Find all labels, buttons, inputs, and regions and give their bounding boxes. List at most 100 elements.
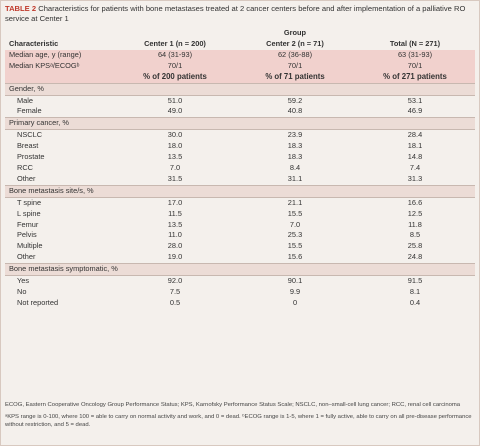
data-table: Group Characteristic Center 1 (n = 200) … — [5, 28, 475, 309]
row-label: L spine — [5, 208, 115, 220]
cell-total: 28.4 — [355, 129, 475, 142]
cell-total: 8.1 — [355, 286, 475, 298]
cell-center2: 23.9 — [235, 129, 355, 142]
cell-center1: 31.5 — [115, 173, 235, 186]
section-title: Bone metastasis site/s, % — [5, 184, 475, 198]
cell-center1: 13.5 — [115, 152, 235, 163]
cell-center1: 49.0 — [115, 106, 235, 118]
table-row: Female 49.0 40.8 46.9 — [5, 106, 475, 118]
cell-center1: 92.0 — [115, 275, 235, 287]
cell-center1: 19.0 — [115, 252, 235, 264]
col-header-center2: Center 2 (n = 71) — [266, 39, 324, 48]
table-row: Median age, y (range) 64 (31-93) 62 (36-… — [5, 49, 475, 61]
footnote-abbreviations: ECOG, Eastern Cooperative Oncology Group… — [5, 402, 461, 408]
table-row: Prostate 13.5 18.3 14.8 — [5, 152, 475, 163]
table-row: Other 19.0 15.6 24.8 — [5, 252, 475, 264]
cell-center2: 15.6 — [235, 252, 355, 264]
table-row: No 7.5 9.9 8.1 — [5, 286, 475, 298]
cell-center2: 40.8 — [235, 106, 355, 118]
cell-center2: 0 — [235, 297, 355, 309]
cell-center2: 90.1 — [235, 275, 355, 287]
cell-center2: 15.5 — [235, 241, 355, 253]
section-header-row: Bone metastasis site/s, % — [5, 184, 475, 198]
pct-header-center1: % of 200 patients — [115, 71, 235, 84]
row-label: Breast — [5, 141, 115, 153]
table-row: Not reported 0.5 0 0.4 — [5, 297, 475, 309]
percent-header-row: % of 200 patients % of 71 patients % of … — [5, 71, 475, 84]
table-row: L spine 11.5 15.5 12.5 — [5, 208, 475, 220]
table-row: Pelvis 11.0 25.3 8.5 — [5, 230, 475, 242]
cell-total: 25.8 — [355, 241, 475, 253]
col-header-total: Total (N = 271) — [389, 39, 441, 48]
pct-header-center2: % of 71 patients — [235, 71, 355, 84]
column-header-row: Characteristic Center 1 (n = 200) Center… — [5, 39, 475, 50]
cell-center1: 28.0 — [115, 241, 235, 253]
group-header: Group — [283, 28, 307, 38]
cell-total: 16.6 — [355, 197, 475, 209]
cell-center2: 8.4 — [235, 162, 355, 174]
cell-total: 14.8 — [355, 152, 475, 163]
row-label: Pelvis — [5, 230, 115, 242]
col-header-center1: Center 1 (n = 200) — [144, 39, 206, 48]
cell-total: 12.5 — [355, 208, 475, 220]
cell-center1: 11.0 — [115, 230, 235, 242]
row-label: Prostate — [5, 152, 115, 163]
sections-body: Gender, % Male 51.0 59.2 53.1 Female 49.0 40.8 4… — [5, 82, 475, 309]
cell-center1: 17.0 — [115, 197, 235, 209]
section-title: Primary cancer, % — [5, 117, 475, 131]
row-label: T spine — [5, 197, 115, 209]
footnote-scales: ᵃKPS range is 0-100, where 100 = able to… — [5, 414, 472, 429]
cell-total: 24.8 — [355, 252, 475, 264]
cell-center1: 18.0 — [115, 141, 235, 153]
table-row: Breast 18.0 18.3 18.1 — [5, 141, 475, 153]
cell-center1: 0.5 — [115, 297, 235, 309]
cell-center1: 70/1 — [115, 60, 235, 72]
row-label: Other — [5, 173, 115, 186]
table-row: T spine 17.0 21.1 16.6 — [5, 197, 475, 209]
row-label: Multiple — [5, 241, 115, 253]
cell-total: 7.4 — [355, 162, 475, 174]
table-row: Male 51.0 59.2 53.1 — [5, 95, 475, 107]
cell-center2: 25.3 — [235, 230, 355, 242]
pct-header-total: % of 271 patients — [355, 71, 475, 84]
cell-center2: 18.3 — [235, 152, 355, 163]
cell-center1: 7.0 — [115, 162, 235, 174]
cell-total: 8.5 — [355, 230, 475, 242]
cell-center2: 9.9 — [235, 286, 355, 298]
col-header-characteristic: Characteristic — [9, 39, 59, 48]
cell-center2: 31.1 — [235, 173, 355, 186]
row-label: Median age, y (range) — [5, 49, 115, 61]
section-title: Gender, % — [5, 82, 475, 96]
cell-center2: 15.5 — [235, 208, 355, 220]
cell-total: 31.3 — [355, 173, 475, 186]
cell-total: 63 (31-93) — [355, 49, 475, 61]
section-header-row: Bone metastasis symptomatic, % — [5, 263, 475, 277]
cell-center2: 59.2 — [235, 95, 355, 107]
table-row: Femur 13.5 7.0 11.8 — [5, 219, 475, 231]
row-label: No — [5, 286, 115, 298]
cell-total: 70/1 — [355, 60, 475, 72]
cell-center1: 64 (31-93) — [115, 49, 235, 61]
section-title: Bone metastasis symptomatic, % — [5, 263, 475, 277]
table-row: Other 31.5 31.1 31.3 — [5, 173, 475, 186]
table-caption: TABLE 2 Characteristics for patients wit… — [5, 4, 475, 24]
footnotes: ECOG, Eastern Cooperative Oncology Group… — [5, 401, 475, 434]
cell-center2: 18.3 — [235, 141, 355, 153]
row-label: Femur — [5, 219, 115, 231]
group-header-row: Group — [5, 28, 475, 39]
cell-total: 11.8 — [355, 219, 475, 231]
cell-center1: 13.5 — [115, 219, 235, 231]
table-row: Median KPSᵃ/ECOGᵇ 70/1 70/1 70/1 — [5, 60, 475, 72]
row-label: Male — [5, 95, 115, 107]
cell-total: 0.4 — [355, 297, 475, 309]
table-row: Yes 92.0 90.1 91.5 — [5, 275, 475, 287]
row-label: Yes — [5, 275, 115, 287]
table-row: Multiple 28.0 15.5 25.8 — [5, 241, 475, 253]
cell-total: 91.5 — [355, 275, 475, 287]
row-label: Other — [5, 252, 115, 264]
row-label: NSCLC — [5, 129, 115, 142]
caption-text: Characteristics for patients with bone m… — [5, 4, 466, 23]
cell-total: 46.9 — [355, 106, 475, 118]
cell-total: 18.1 — [355, 141, 475, 153]
